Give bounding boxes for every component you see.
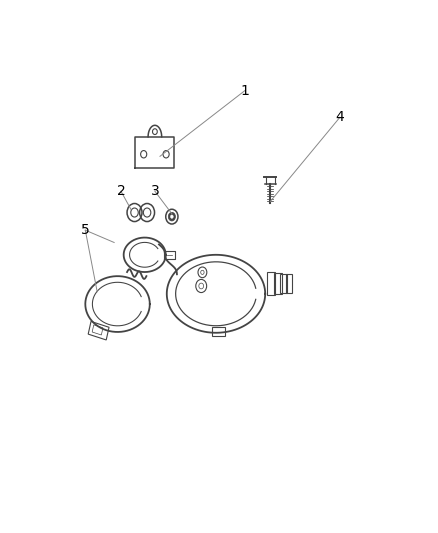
Text: 1: 1 xyxy=(240,84,249,98)
Circle shape xyxy=(170,215,173,219)
Circle shape xyxy=(168,212,176,221)
Text: 5: 5 xyxy=(81,223,90,237)
Text: 2: 2 xyxy=(117,184,125,198)
Text: 3: 3 xyxy=(151,184,159,198)
Text: 4: 4 xyxy=(336,110,344,124)
